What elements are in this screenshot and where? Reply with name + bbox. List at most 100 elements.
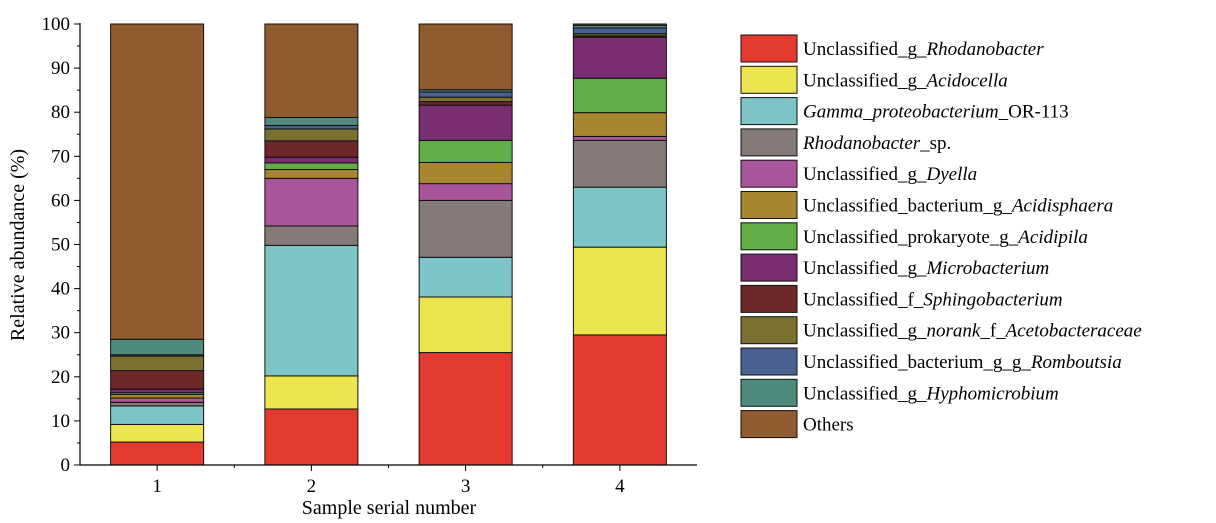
y-tick-label: 70: [51, 146, 70, 167]
legend-entry-9: Unclassified_f_Sphingobacterium: [740, 284, 1063, 313]
bar-segment-1-8: [110, 388, 205, 394]
x-tick-label: 3: [461, 476, 471, 497]
y-tick-label: 100: [42, 14, 71, 35]
bar-segment-2-10: [264, 128, 359, 142]
legend-swatch: [740, 316, 798, 345]
y-tick-label: 30: [51, 323, 70, 344]
legend-label: Unclassified_g_norank_f_Acetobacteraceae: [803, 321, 1142, 342]
legend-swatch: [740, 284, 798, 313]
legend-label: Unclassified_g_Microbacterium: [803, 258, 1049, 279]
legend-entry-7: Unclassified_prokaryote_g_Acidipila: [740, 222, 1088, 251]
y-axis-title: Relative abundance (%): [7, 149, 29, 341]
y-tick-label: 40: [51, 279, 70, 300]
x-tick-label: 4: [615, 476, 625, 497]
legend-label: Unclassified_g_Acidocella: [803, 70, 1008, 91]
y-tick-label: 0: [61, 455, 71, 476]
bar-segment-4-13: [572, 23, 667, 26]
y-axis: 0 10 20 30 40 50 60 70 80 90 100: [42, 14, 81, 476]
bar-segment-4-11: [572, 27, 667, 35]
legend-label: Others: [803, 415, 854, 436]
bar-segment-2-11: [264, 124, 359, 130]
bar-segment-1-1: [110, 441, 205, 466]
y-tick-label: 50: [51, 235, 70, 256]
bar-segment-2-7: [264, 162, 359, 171]
legend-swatch: [740, 347, 798, 376]
bar-segment-2-9: [264, 140, 359, 158]
bar-segment-3-13: [418, 23, 513, 91]
legend-swatch: [740, 378, 798, 407]
x-tick-label: 2: [307, 476, 317, 497]
plot-area: [110, 23, 667, 466]
bar-stack-2: [264, 23, 359, 466]
legend-entry-13: Others: [740, 410, 854, 439]
legend-swatch: [740, 253, 798, 282]
bar-segment-3-2: [418, 296, 513, 354]
legend-label: Gamma_proteobacterium_OR-113: [803, 102, 1069, 123]
y-tick-label: 20: [51, 367, 70, 388]
bar-segment-1-12: [110, 338, 205, 356]
bar-segment-1-5: [110, 397, 205, 403]
legend-entry-1: Unclassified_g_Rhodanobacter: [740, 34, 1044, 63]
bar-segment-4-6: [572, 112, 667, 137]
bar-segment-4-4: [572, 139, 667, 188]
bar-segment-4-7: [572, 77, 667, 114]
bar-segment-2-5: [264, 177, 359, 227]
bar-segment-2-8: [264, 156, 359, 164]
legend-entry-8: Unclassified_g_Microbacterium: [740, 253, 1049, 282]
legend-label: Unclassified_f_Sphingobacterium: [803, 289, 1063, 310]
y-tick-label: 10: [51, 411, 70, 432]
legend-swatch: [740, 97, 798, 126]
bar-segment-4-2: [572, 246, 667, 336]
bar-segment-2-12: [264, 116, 359, 126]
bar-segment-1-3: [110, 405, 205, 425]
bar-segment-4-8: [572, 36, 667, 79]
legend-swatch: [740, 34, 798, 63]
legend-swatch: [740, 65, 798, 94]
bar-segment-3-10: [418, 96, 513, 103]
x-tick-label: 1: [152, 476, 162, 497]
bar-stack-3: [418, 23, 513, 466]
legend-entry-11: Unclassified_bacterium_g_g_Romboutsia: [740, 347, 1122, 376]
bar-segment-3-7: [418, 139, 513, 163]
bar-segment-4-5: [572, 135, 667, 141]
bar-segment-4-3: [572, 186, 667, 248]
legend-entry-10: Unclassified_g_norank_f_Acetobacteraceae: [740, 316, 1142, 345]
bar-segment-1-10: [110, 355, 205, 372]
legend-label: Unclassified_bacterium_g_g_Romboutsia: [803, 352, 1122, 373]
legend-entry-6: Unclassified_bacterium_g_Acidisphaera: [740, 191, 1113, 219]
y-tick-label: 90: [51, 58, 70, 79]
bar-segment-3-4: [418, 199, 513, 258]
x-axis-title: Sample serial number: [302, 497, 477, 519]
legend-entry-12: Unclassified_g_Hyphomicrobium: [740, 378, 1059, 407]
bar-segment-1-2: [110, 423, 205, 443]
legend-swatch: [740, 191, 798, 219]
legend-swatch: [740, 159, 798, 188]
legend-entry-3: Gamma_proteobacterium_OR-113: [740, 97, 1069, 126]
legend: Unclassified_g_Rhodanobacter Unclassified…: [740, 34, 1142, 439]
legend-entry-2: Unclassified_g_Acidocella: [740, 65, 1008, 94]
bar-segment-1-13: [110, 23, 205, 340]
bar-stack-4: [572, 23, 667, 466]
bar-segment-3-11: [418, 91, 513, 98]
bar-segment-2-6: [264, 169, 359, 179]
y-tick-label: 80: [51, 102, 70, 123]
bar-segment-3-9: [418, 101, 513, 106]
bar-segment-1-9: [110, 370, 205, 390]
bar-segment-2-4: [264, 225, 359, 246]
bar-segment-3-8: [418, 104, 513, 141]
legend-swatch: [740, 128, 798, 157]
bar-segment-1-6: [110, 393, 205, 399]
y-tick-label: 60: [51, 190, 70, 211]
bar-segment-1-4: [110, 401, 205, 407]
legend-swatch: [740, 222, 798, 251]
legend-label: Rhodanobacter_sp.: [802, 133, 951, 154]
bar-segment-3-3: [418, 256, 513, 298]
legend-label: Unclassified_g_Hyphomicrobium: [803, 383, 1059, 404]
legend-entry-5: Unclassified_g_Dyella: [740, 159, 977, 188]
bar-segment-3-5: [418, 183, 513, 201]
bar-segment-2-1: [264, 408, 359, 466]
legend-label: Unclassified_prokaryote_g_Acidipila: [803, 227, 1088, 248]
legend-label: Unclassified_g_Dyella: [803, 164, 977, 185]
bar-stack-1: [110, 23, 205, 466]
